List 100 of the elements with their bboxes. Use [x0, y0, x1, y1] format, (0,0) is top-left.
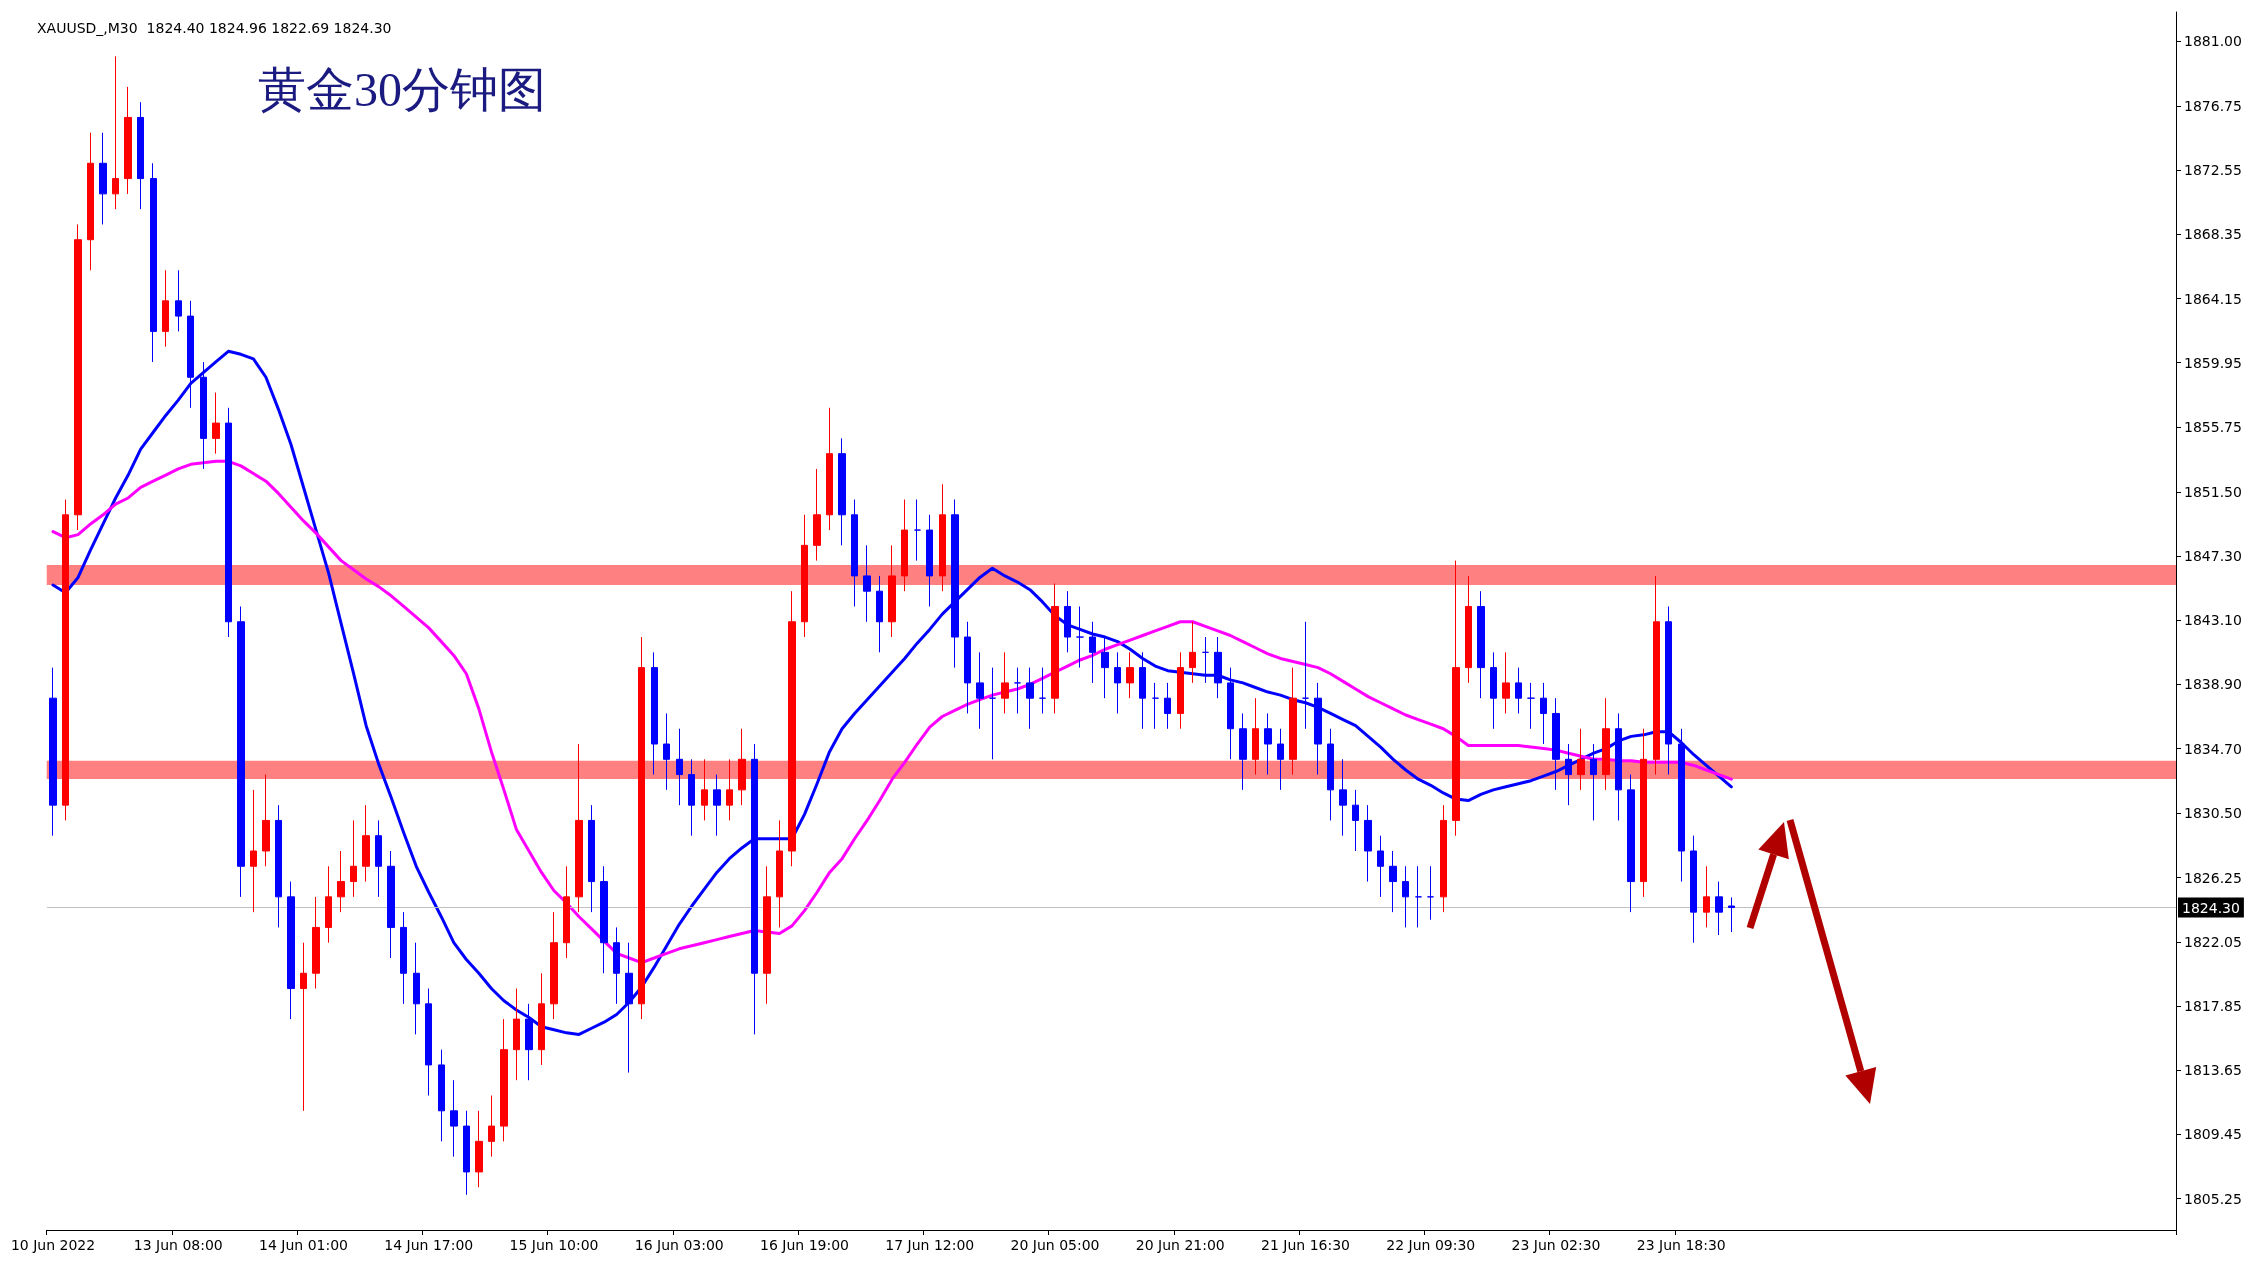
candlestick	[863, 544, 871, 623]
x-tick-label: 23 Jun 18:30	[1636, 1237, 1726, 1253]
candlestick	[1314, 682, 1322, 776]
x-tick-label: 16 Jun 19:00	[760, 1237, 849, 1253]
candlestick	[1277, 728, 1284, 791]
x-tick-label: 22 Jun 09:30	[1386, 1237, 1476, 1253]
candlestick	[99, 132, 107, 225]
candlestick	[826, 407, 833, 531]
candlestick	[200, 361, 207, 470]
text: 黄金30分钟图	[258, 62, 546, 116]
candlestick	[1490, 651, 1497, 730]
x-tick-label: 10 Jun 2022	[10, 1237, 96, 1253]
candlestick	[475, 1110, 483, 1188]
candlestick	[926, 514, 933, 607]
candlestick	[888, 544, 896, 638]
y-tick-label: 1822.05	[2184, 933, 2242, 950]
y-tick-label: 1855.75	[2184, 418, 2242, 435]
x-tick-label: 15 Jun 10:00	[509, 1237, 599, 1253]
candlestick	[676, 728, 683, 806]
candlestick	[538, 972, 545, 1066]
candlestick	[1089, 621, 1096, 684]
candlestick	[425, 988, 432, 1097]
candlestick	[763, 865, 771, 1005]
candlestick	[1114, 651, 1121, 714]
candlestick	[1527, 682, 1535, 730]
candlestick	[212, 392, 220, 455]
y-tick-label: 1826.25	[2184, 869, 2242, 886]
candlestick	[112, 55, 119, 210]
candlestick	[387, 850, 395, 959]
candlestick	[550, 911, 558, 1020]
candlestick	[1189, 621, 1196, 684]
candlestick	[1402, 865, 1409, 928]
candlestick	[1327, 728, 1334, 821]
candlestick	[600, 865, 608, 974]
candlestick	[413, 942, 420, 1035]
candlestick	[1177, 651, 1184, 730]
x-tick-label: 20 Jun 05:00	[1010, 1237, 1100, 1253]
candlestick	[813, 468, 821, 562]
candlestick	[1339, 758, 1347, 837]
x-tick-label: 14 Jun 17:00	[384, 1237, 474, 1253]
candlestick	[838, 437, 846, 546]
y-tick-label: 1864.15	[2184, 290, 2242, 307]
candlestick	[1690, 835, 1697, 944]
candlestick	[914, 499, 921, 562]
candlestick	[613, 926, 620, 1005]
x-tick-label: 20 Jun 21:00	[1135, 1237, 1225, 1253]
candlestick	[1577, 728, 1585, 791]
candlestick	[1014, 667, 1021, 714]
y-tick-label: 1872.55	[2184, 162, 2242, 179]
candlestick	[488, 1095, 495, 1158]
candlestick	[237, 605, 245, 898]
candlestick	[400, 911, 407, 1005]
candlestick	[1590, 743, 1597, 821]
candlestick	[312, 896, 320, 990]
candlestick	[375, 819, 382, 898]
candlestick	[1703, 865, 1710, 928]
candlestick	[1202, 636, 1209, 684]
x-tick-label: 13 Jun 08:00	[133, 1237, 223, 1253]
y-tick-label: 1834.70	[2184, 740, 2242, 757]
candlestick	[275, 804, 282, 928]
candlestick	[225, 407, 232, 638]
candlestick	[1264, 712, 1272, 776]
candlestick	[438, 1049, 445, 1142]
x-tick-label: 14 Jun 01:00	[259, 1237, 348, 1253]
candlestick	[362, 804, 370, 883]
candlestick	[1164, 682, 1171, 730]
candlestick	[964, 621, 971, 714]
candlestick	[175, 269, 182, 332]
candlestick	[1039, 667, 1046, 714]
candlestick	[688, 758, 695, 837]
candlestick	[1051, 583, 1059, 714]
text: XAUUSD_,M30 1824.40 1824.96 1822.69 1824.30	[37, 20, 392, 36]
candlestick	[801, 514, 808, 638]
candlestick	[1627, 774, 1635, 913]
candlestick	[1665, 605, 1672, 776]
candlestick	[1101, 636, 1109, 699]
candlestick	[1515, 667, 1522, 714]
candlestick	[463, 1110, 470, 1196]
y-tick-label: 1851.50	[2184, 483, 2242, 500]
candlestick	[738, 728, 746, 806]
candlestick	[788, 590, 796, 867]
candlestick	[500, 1018, 508, 1142]
candlestick	[350, 819, 357, 898]
candlestick	[851, 499, 858, 607]
candlestick	[1126, 651, 1134, 699]
candlestick	[939, 483, 946, 592]
y-tick-label: 1876.75	[2184, 97, 2242, 114]
candlestick	[588, 804, 595, 913]
candlestick	[1653, 575, 1660, 776]
candlestick	[1302, 621, 1309, 730]
candlestick	[1565, 743, 1572, 806]
candlestick	[901, 499, 908, 592]
y-tick-label: 1868.35	[2184, 226, 2242, 243]
candlestick	[951, 499, 959, 669]
candlestick	[300, 942, 307, 1112]
candlestick	[726, 758, 733, 821]
candlestick	[1440, 804, 1447, 913]
y-tick-label: 1843.10	[2184, 612, 2242, 629]
candlestick	[1064, 590, 1071, 653]
candlestick	[1214, 636, 1222, 699]
